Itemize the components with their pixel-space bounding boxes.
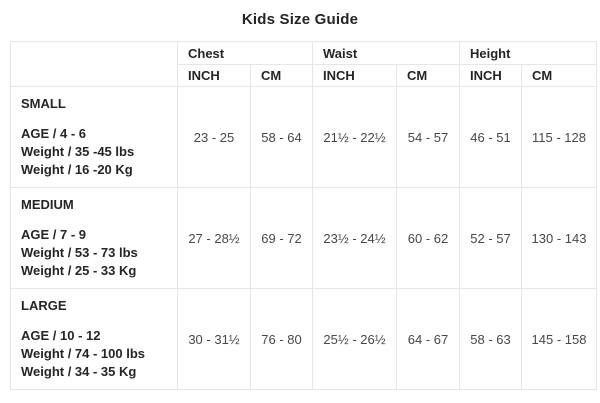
value-chest-inch: 27 - 28½ xyxy=(177,187,251,289)
value-height-inch: 52 - 57 xyxy=(459,187,523,289)
size-detail-weight-kg: Weight / 25 - 33 Kg xyxy=(21,263,137,278)
value-waist-cm: 54 - 57 xyxy=(395,86,461,188)
table-row-small: SMALL AGE / 4 - 6 Weight / 35 -45 lbs We… xyxy=(10,86,598,188)
size-cell-medium: MEDIUM AGE / 7 - 9 Weight / 53 - 73 lbs … xyxy=(10,187,178,289)
value-chest-cm: 58 - 64 xyxy=(250,86,313,188)
size-details: AGE / 4 - 6 Weight / 35 -45 lbs Weight /… xyxy=(21,125,167,179)
unit-header-chest-inch: INCH xyxy=(177,64,251,87)
group-header-height: Height xyxy=(459,41,598,65)
size-details: AGE / 7 - 9 Weight / 53 - 73 lbs Weight … xyxy=(21,226,167,280)
size-label: MEDIUM xyxy=(21,197,74,212)
group-header-chest: Chest xyxy=(177,41,313,65)
value-chest-inch: 23 - 25 xyxy=(177,86,251,188)
unit-header-waist-cm: CM xyxy=(395,64,461,87)
page-title: Kids Size Guide xyxy=(241,11,359,28)
empty-corner-cell xyxy=(10,41,178,87)
value-height-cm: 130 - 143 xyxy=(521,187,598,289)
value-chest-cm: 76 - 80 xyxy=(250,288,313,390)
value-waist-cm: 64 - 67 xyxy=(395,288,461,390)
measurement-group-header-row: Chest Waist Height xyxy=(10,41,598,87)
size-detail-weight-kg: Weight / 16 -20 Kg xyxy=(21,162,133,177)
value-waist-cm: 60 - 62 xyxy=(395,187,461,289)
table-row-large: LARGE AGE / 10 - 12 Weight / 74 - 100 lb… xyxy=(10,288,598,390)
value-height-cm: 145 - 158 xyxy=(521,288,598,390)
size-detail-weight-kg: Weight / 34 - 35 Kg xyxy=(21,364,137,379)
size-detail-weight-lbs: Weight / 74 - 100 lbs xyxy=(21,346,146,361)
unit-header-row: INCH CM INCH CM INCH CM xyxy=(11,64,598,87)
unit-header-waist-inch: INCH xyxy=(312,64,397,87)
kids-size-guide-table: Chest Waist Height INCH CM INCH CM INCH … xyxy=(10,41,598,390)
value-chest-cm: 69 - 72 xyxy=(250,187,313,289)
table-row-medium: MEDIUM AGE / 7 - 9 Weight / 53 - 73 lbs … xyxy=(10,187,598,289)
size-label: SMALL xyxy=(21,96,66,111)
value-height-cm: 115 - 128 xyxy=(521,86,598,188)
unit-header-chest-cm: CM xyxy=(250,64,313,87)
value-waist-inch: 25½ - 26½ xyxy=(312,288,397,390)
size-cell-large: LARGE AGE / 10 - 12 Weight / 74 - 100 lb… xyxy=(10,288,178,390)
size-detail-weight-lbs: Weight / 35 -45 lbs xyxy=(21,144,135,159)
size-detail-age: AGE / 7 - 9 xyxy=(21,227,87,242)
unit-header-height-cm: CM xyxy=(521,64,598,87)
value-height-inch: 46 - 51 xyxy=(459,86,523,188)
value-waist-inch: 23½ - 24½ xyxy=(312,187,397,289)
unit-header-height-inch: INCH xyxy=(459,64,523,87)
size-cell-small: SMALL AGE / 4 - 6 Weight / 35 -45 lbs We… xyxy=(10,86,178,188)
value-height-inch: 58 - 63 xyxy=(459,288,523,390)
value-chest-inch: 30 - 31½ xyxy=(177,288,251,390)
size-detail-age: AGE / 4 - 6 xyxy=(21,126,87,141)
size-detail-weight-lbs: Weight / 53 - 73 lbs xyxy=(21,245,138,260)
size-details: AGE / 10 - 12 Weight / 74 - 100 lbs Weig… xyxy=(21,327,167,381)
size-label: LARGE xyxy=(21,298,67,313)
group-header-waist: Waist xyxy=(311,41,461,65)
value-waist-inch: 21½ - 22½ xyxy=(312,86,397,188)
size-detail-age: AGE / 10 - 12 xyxy=(21,328,101,343)
